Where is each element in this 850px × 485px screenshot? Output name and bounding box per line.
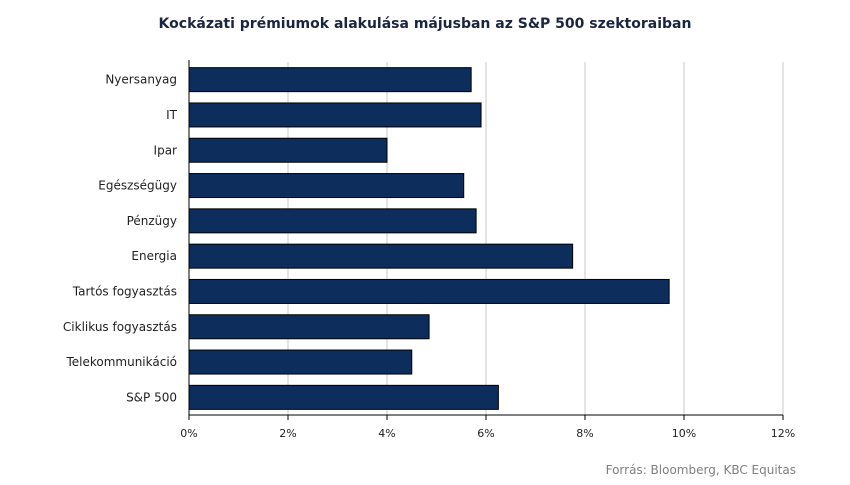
- category-label: Nyersanyag: [105, 73, 177, 87]
- category-label: Egészségügy: [98, 179, 177, 193]
- bar: [188, 349, 413, 375]
- category-label: Pénzügy: [127, 214, 177, 228]
- bar: [188, 173, 465, 199]
- category-label: Ipar: [154, 143, 178, 157]
- x-axis: 0% 2% 4% 6% 8% 10% 12%: [180, 60, 795, 440]
- bar: [188, 137, 388, 163]
- x-tick-label: 2%: [279, 427, 296, 440]
- category-label: Energia: [131, 249, 177, 263]
- x-tick-label: 4%: [378, 427, 395, 440]
- category-label: Ciklikus fogyasztás: [63, 320, 177, 334]
- chart-title: Kockázati prémiumok alakulása májusban a…: [158, 16, 692, 32]
- category-label: Telekommunikáció: [65, 355, 177, 369]
- category-label: IT: [166, 108, 178, 122]
- x-tick-label: 6%: [477, 427, 494, 440]
- x-tick-label: 12%: [771, 427, 795, 440]
- bar: [188, 314, 430, 340]
- x-tick-label: 0%: [180, 427, 197, 440]
- category-labels: Nyersanyag IT Ipar Egészségügy Pénzügy Energi…: [63, 73, 178, 405]
- bar: [188, 278, 670, 304]
- source-note: Forrás: Bloomberg, KBC Equitas: [605, 463, 796, 477]
- x-tick-label: 10%: [672, 427, 696, 440]
- bar: [188, 67, 472, 93]
- bar: [188, 208, 477, 234]
- bar: [188, 102, 482, 128]
- bars: [188, 67, 670, 410]
- category-label: Tartós fogyasztás: [72, 284, 177, 298]
- bar: [188, 384, 499, 410]
- bar: [188, 243, 574, 269]
- category-label: S&P 500: [126, 390, 177, 404]
- x-tick-label: 8%: [576, 427, 593, 440]
